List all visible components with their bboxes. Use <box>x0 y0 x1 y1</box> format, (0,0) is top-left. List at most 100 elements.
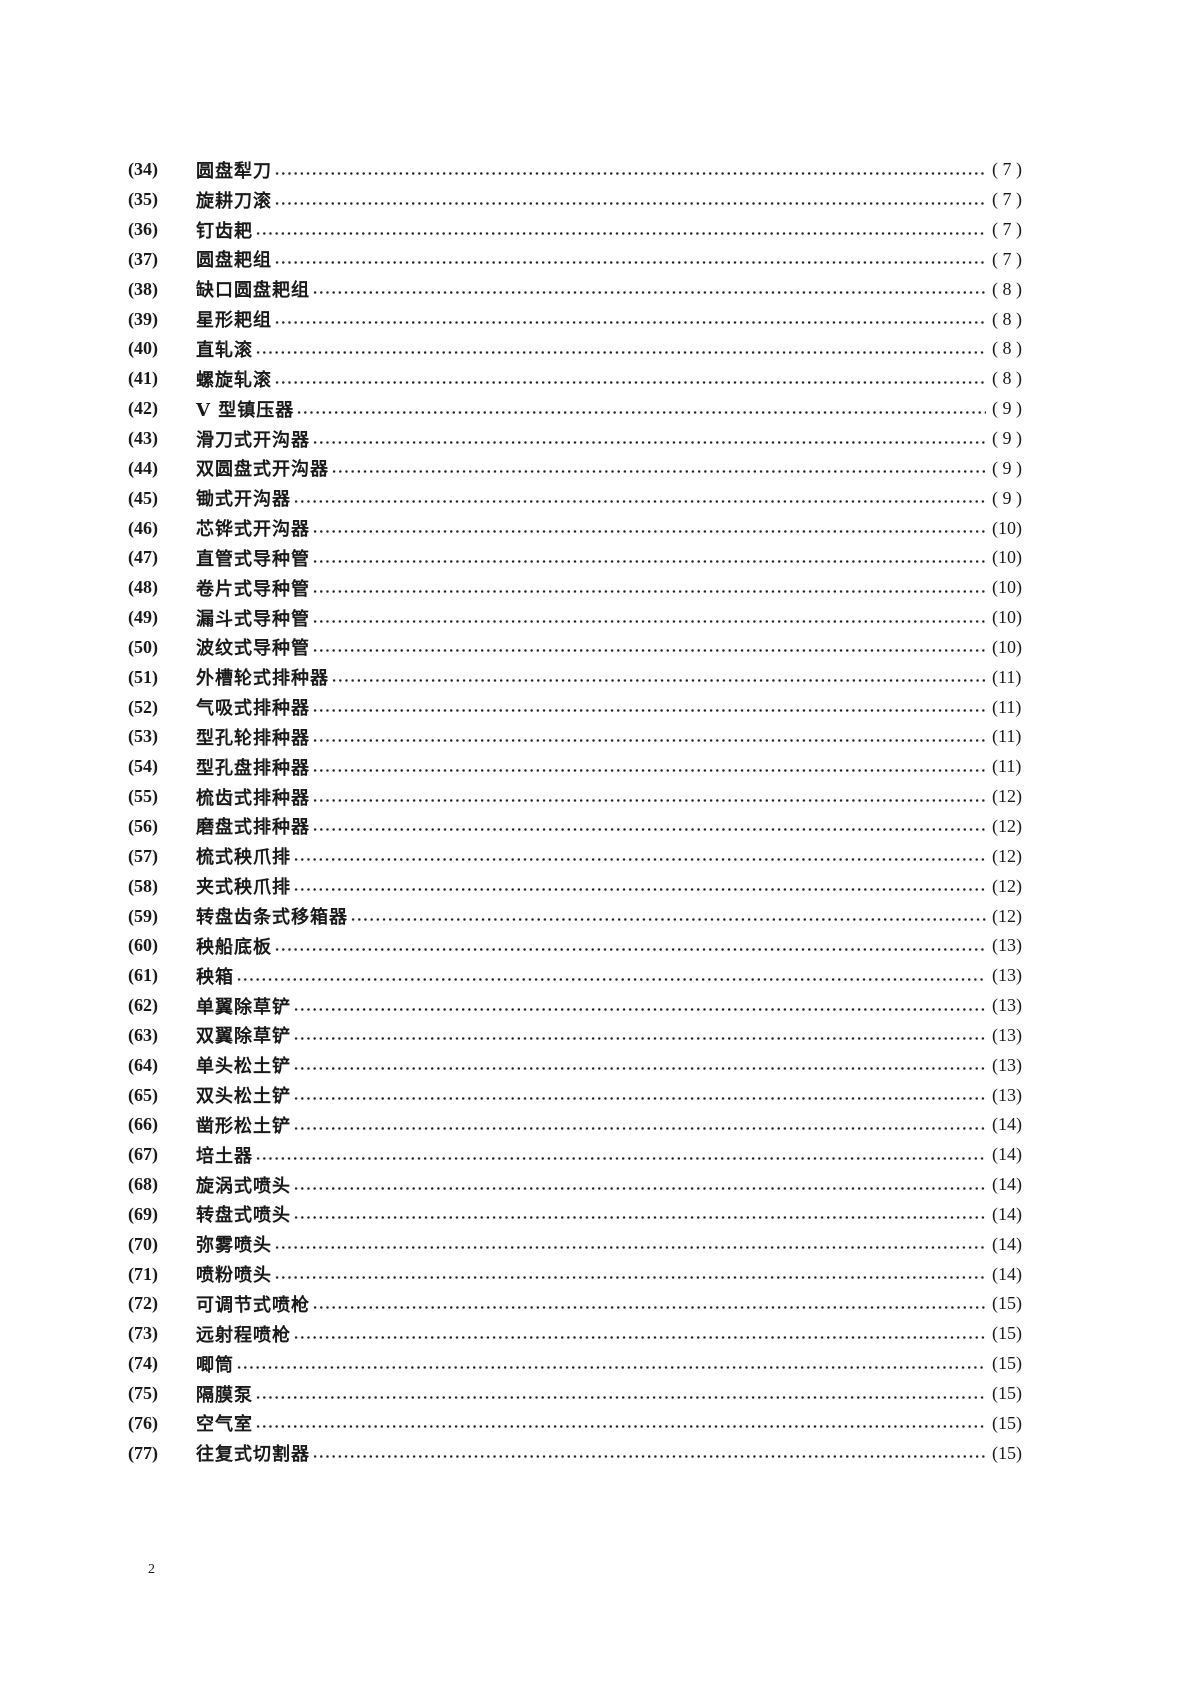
entry-title: 培土器 <box>196 1145 253 1167</box>
entry-page: (11) <box>992 696 1022 717</box>
entry-number: (41) <box>128 368 158 389</box>
entry-page: ( 7 ) <box>992 219 1022 240</box>
toc-entry: (72) 可调节式喷枪 (15) <box>128 1289 1038 1319</box>
entry-page: (14) <box>992 1203 1022 1224</box>
toc-entry: (40) 直轧滚 ( 8 ) <box>128 334 1038 364</box>
entry-number: (70) <box>128 1233 158 1254</box>
entry-title: 单头松土铲 <box>196 1056 291 1078</box>
toc-entry: (73) 远射程喷枪 (15) <box>128 1319 1038 1349</box>
dot-leader <box>236 1355 986 1373</box>
toc-entry: (75) 隔膜泵 (15) <box>128 1379 1038 1409</box>
entry-title: 圆盘犁刀 <box>196 160 272 182</box>
entry-page: (14) <box>992 1263 1022 1284</box>
entry-title: 梳式秧爪排 <box>196 847 291 869</box>
dot-leader <box>274 161 986 179</box>
toc-entry: (43) 滑刀式开沟器 ( 9 ) <box>128 424 1038 454</box>
entry-number: (64) <box>128 1054 158 1075</box>
entry-number: (69) <box>128 1203 158 1224</box>
dot-leader <box>255 221 986 239</box>
entry-page: (12) <box>992 815 1022 836</box>
toc-entry: (53) 型孔轮排种器 (11) <box>128 722 1038 752</box>
dot-leader <box>293 1086 986 1104</box>
entry-title: 夹式秧爪排 <box>196 877 291 899</box>
toc-entry: (44) 双圆盘式开沟器 ( 9 ) <box>128 453 1038 483</box>
dot-leader <box>350 907 986 925</box>
dot-leader <box>274 1235 986 1253</box>
toc-entry: (52) 气吸式排种器 (11) <box>128 692 1038 722</box>
dot-leader <box>255 1385 986 1403</box>
entry-page: (15) <box>992 1293 1022 1314</box>
entry-page: (14) <box>992 1144 1022 1165</box>
entry-number: (62) <box>128 995 158 1016</box>
entry-number: (53) <box>128 726 158 747</box>
toc-entry: (54) 型孔盘排种器 (11) <box>128 752 1038 782</box>
entry-number: (74) <box>128 1353 158 1374</box>
entry-number: (48) <box>128 577 158 598</box>
entry-number: (60) <box>128 935 158 956</box>
toc-entry: (55) 梳齿式排种器 (12) <box>128 782 1038 812</box>
entry-title: 弥雾喷头 <box>196 1235 272 1257</box>
entry-number: (36) <box>128 219 158 240</box>
entry-page: ( 7 ) <box>992 248 1022 269</box>
entry-number: (38) <box>128 278 158 299</box>
dot-leader <box>312 1444 986 1462</box>
entry-page: (13) <box>992 1084 1022 1105</box>
entry-page: ( 9 ) <box>992 428 1022 449</box>
toc-entry: (51) 外槽轮式排种器 (11) <box>128 662 1038 692</box>
entry-number: (55) <box>128 786 158 807</box>
entry-page: (13) <box>992 995 1022 1016</box>
dot-leader <box>293 997 986 1015</box>
entry-number: (42) <box>128 398 158 419</box>
dot-leader <box>274 310 986 328</box>
entry-title: 隔膜泵 <box>196 1384 253 1406</box>
entry-number: (66) <box>128 1114 158 1135</box>
toc-entry: (38) 缺口圆盘耙组 ( 8 ) <box>128 274 1038 304</box>
entry-number: (51) <box>128 666 158 687</box>
entry-page: ( 7 ) <box>992 189 1022 210</box>
entry-title: 气吸式排种器 <box>196 698 310 720</box>
entry-number: (61) <box>128 965 158 986</box>
entry-page: (15) <box>992 1383 1022 1404</box>
toc-entry: (62) 单翼除草铲 (13) <box>128 991 1038 1021</box>
entry-page: (14) <box>992 1114 1022 1135</box>
entry-page: ( 7 ) <box>992 159 1022 180</box>
dot-leader <box>255 1414 986 1432</box>
dot-leader <box>312 817 986 835</box>
entry-number: (67) <box>128 1144 158 1165</box>
toc-entry: (69) 转盘式喷头 (14) <box>128 1200 1038 1230</box>
dot-leader <box>312 549 986 567</box>
entry-number: (65) <box>128 1084 158 1105</box>
page-number: 2 <box>148 1562 155 1577</box>
entry-number: (58) <box>128 875 158 896</box>
entry-page: (15) <box>992 1412 1022 1433</box>
toc-entry: (71) 喷粉喷头 (14) <box>128 1259 1038 1289</box>
entry-title: 螺旋轧滚 <box>196 369 272 391</box>
dot-leader <box>312 430 986 448</box>
entry-title: 转盘齿条式移箱器 <box>196 907 348 929</box>
entry-number: (49) <box>128 607 158 628</box>
entry-title: 型孔轮排种器 <box>196 727 310 749</box>
toc-entry: (48) 卷片式导种管 (10) <box>128 573 1038 603</box>
toc-entry: (66) 凿形松土铲 (14) <box>128 1110 1038 1140</box>
entry-title: 星形耙组 <box>196 310 272 332</box>
entry-title: 型孔盘排种器 <box>196 757 310 779</box>
entry-page: ( 9 ) <box>992 457 1022 478</box>
entry-title: 芯铧式开沟器 <box>196 519 310 541</box>
toc-entry: (70) 弥雾喷头 (14) <box>128 1229 1038 1259</box>
toc-entry: (57) 梳式秧爪排 (12) <box>128 841 1038 871</box>
dot-leader <box>312 728 986 746</box>
entry-number: (35) <box>128 189 158 210</box>
entry-title: 转盘式喷头 <box>196 1205 291 1227</box>
entry-number: (43) <box>128 428 158 449</box>
entry-page: (10) <box>992 607 1022 628</box>
entry-page: (13) <box>992 965 1022 986</box>
entry-number: (57) <box>128 845 158 866</box>
dot-leader <box>331 459 986 477</box>
entry-page: (12) <box>992 786 1022 807</box>
toc-entry: (46) 芯铧式开沟器 (10) <box>128 513 1038 543</box>
dot-leader <box>274 1265 986 1283</box>
entry-number: (40) <box>128 338 158 359</box>
entry-number: (63) <box>128 1024 158 1045</box>
dot-leader <box>293 1116 986 1134</box>
dot-leader <box>293 1325 986 1343</box>
